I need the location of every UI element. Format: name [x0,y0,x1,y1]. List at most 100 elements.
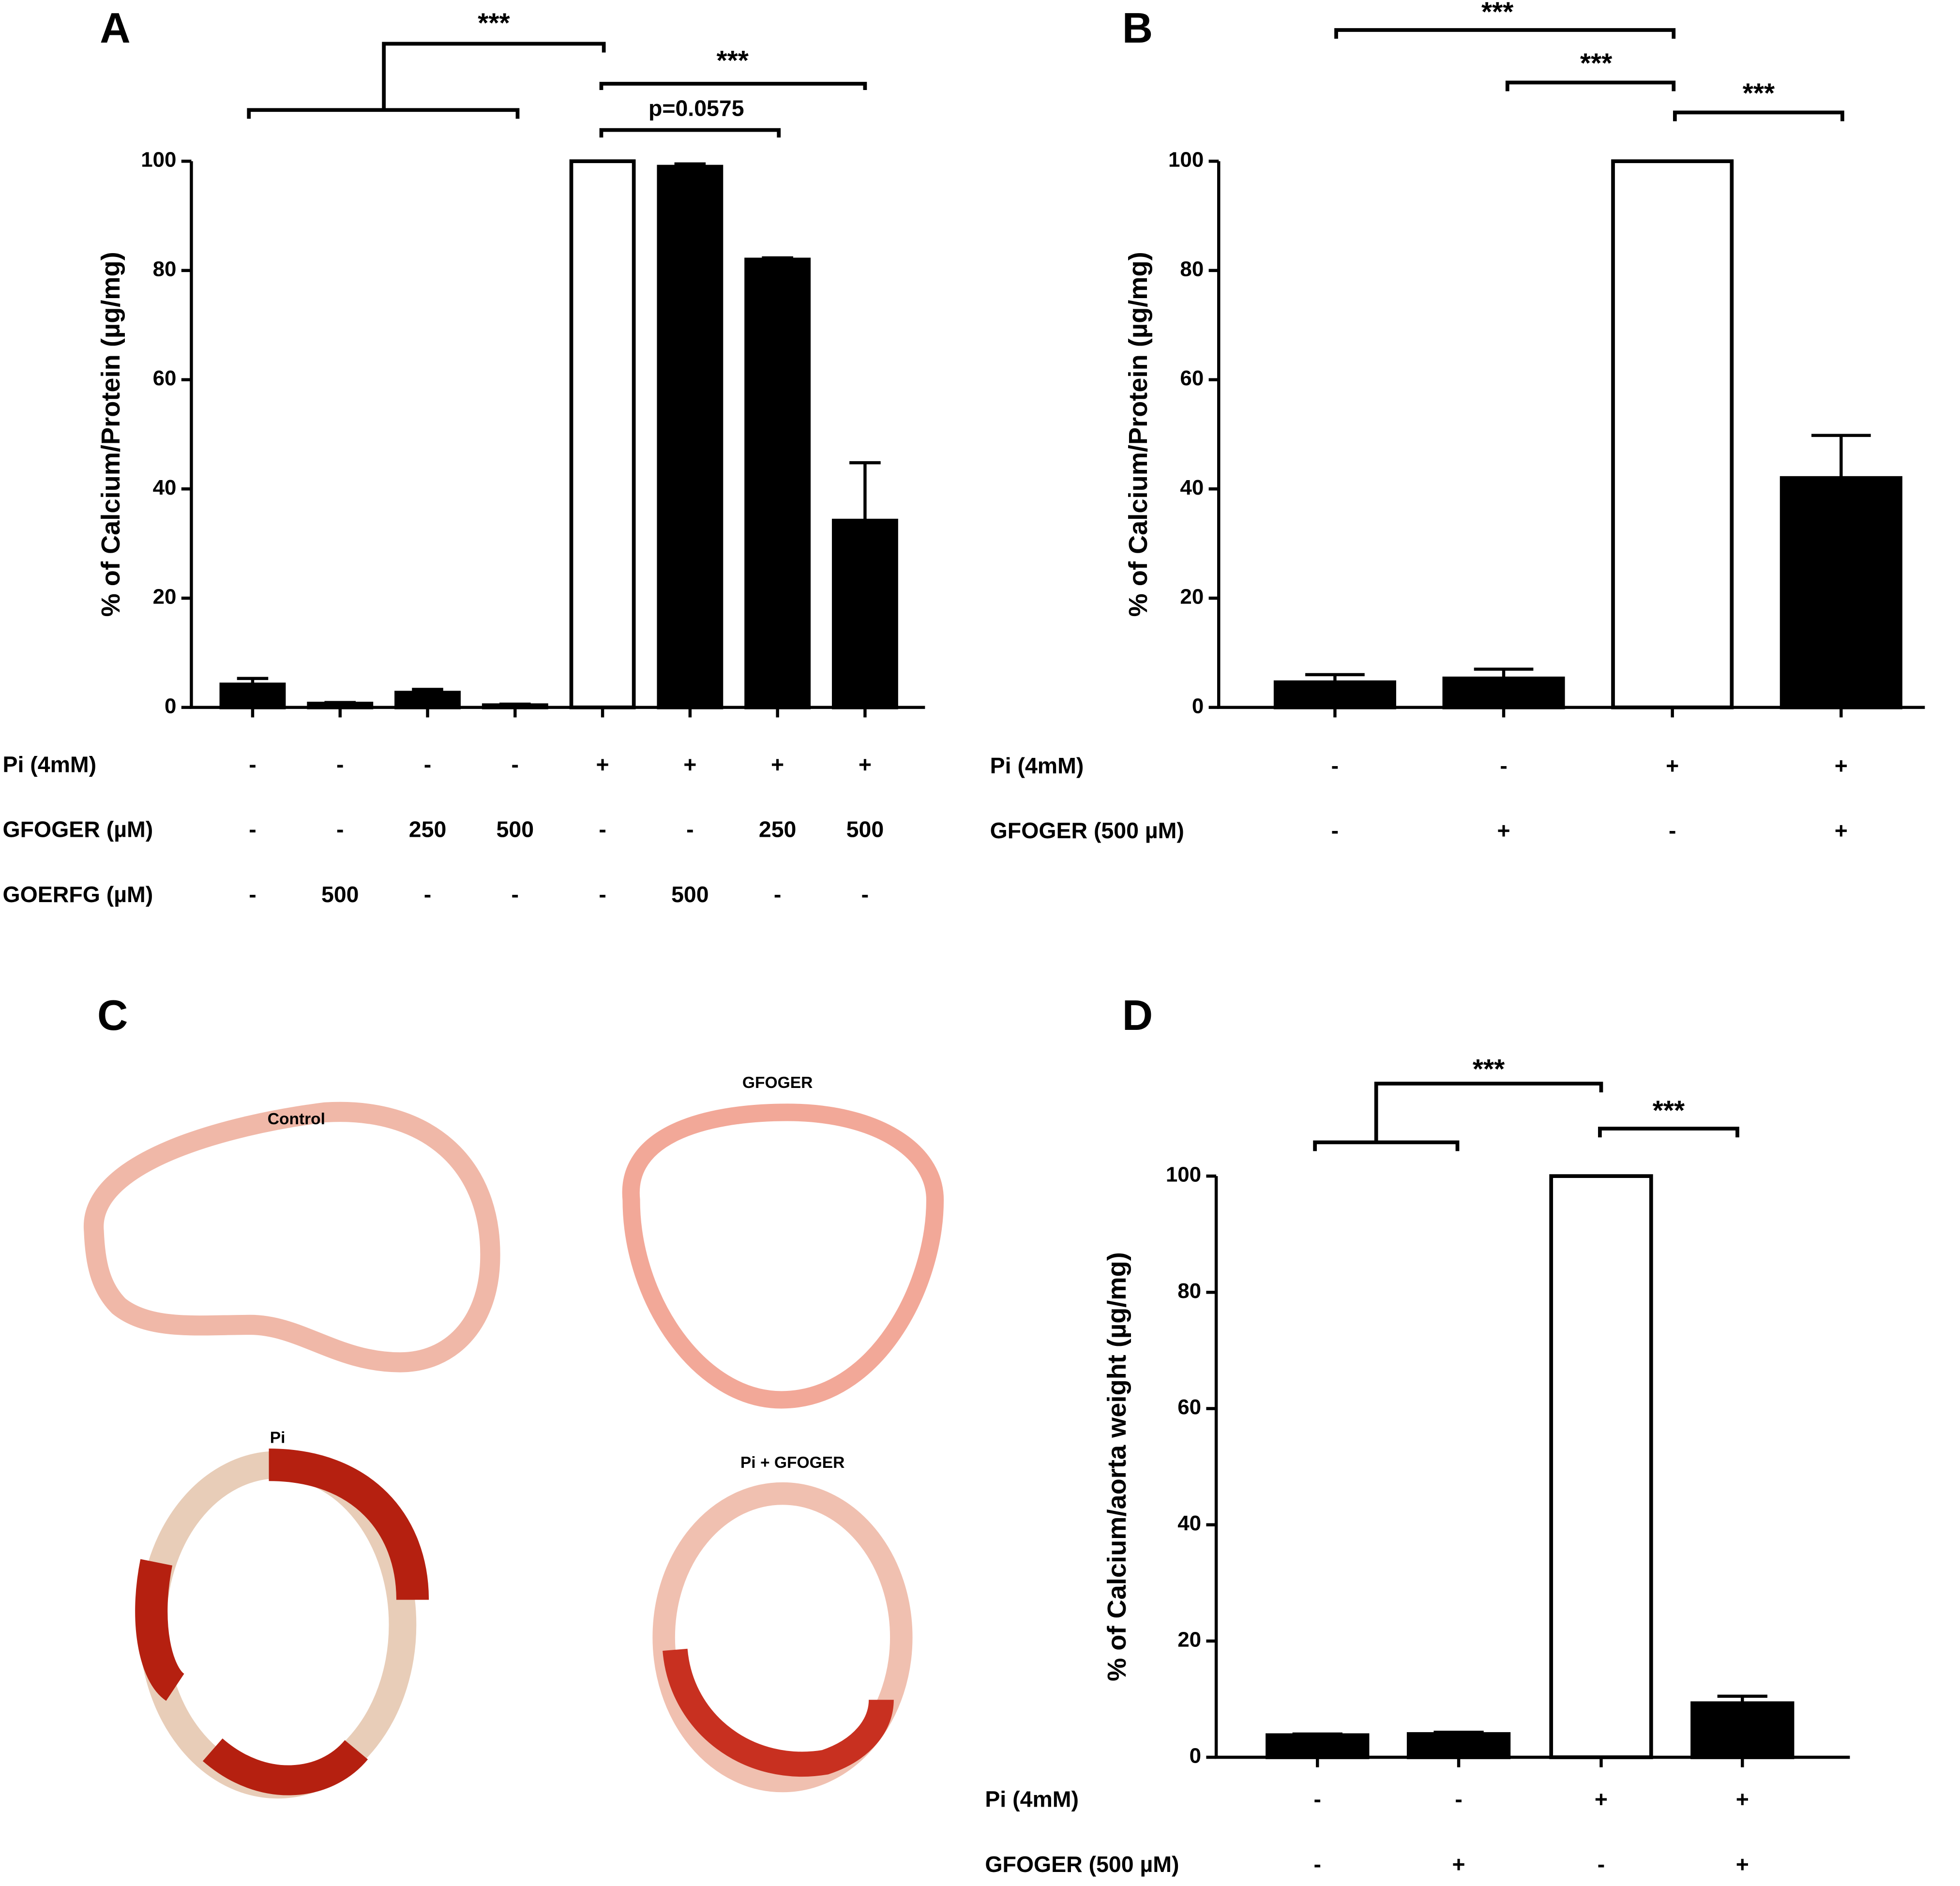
condition-value: + [1835,753,1848,778]
bar [1266,1733,1370,1759]
significance-bracket [247,42,606,119]
bar [569,159,636,709]
bar [1273,680,1396,709]
bar [394,691,461,709]
condition-value: + [1595,1787,1608,1812]
panel-label: C [97,992,128,1039]
significance-label: *** [478,8,510,39]
condition-value: + [1497,818,1510,843]
y-tick-label: 100 [1168,148,1204,172]
significance-label: p=0.0575 [648,96,744,121]
bar [1442,677,1565,709]
control-ring [84,1101,500,1373]
condition-value: - [1669,818,1676,843]
condition-value: + [1452,1852,1465,1877]
condition-value: 500 [671,882,709,907]
condition-name: GFOGER (500 µM) [985,1852,1179,1877]
condition-value: - [599,882,606,907]
y-tick-label: 100 [1166,1163,1201,1187]
pi-calcification [269,1448,429,1600]
y-tick-label: 0 [1190,1744,1201,1768]
pi-gfoger-calcification [663,1648,894,1777]
condition-value: 500 [497,817,534,842]
condition-value: + [771,752,784,777]
bar [307,701,374,709]
significance-bracket [1598,1127,1739,1138]
condition-value: + [596,752,609,777]
condition-value: 250 [759,817,797,842]
y-axis-label: % of Calcium/Protein (µg/mg) [96,252,125,617]
y-tick-label: 40 [1180,476,1204,499]
histology-images [84,1101,944,1799]
condition-value: - [249,817,256,842]
condition-value: - [1500,753,1507,778]
error-bar [1811,434,1871,478]
bar [1690,1701,1794,1759]
condition-value: - [1598,1852,1605,1877]
significance-bracket [599,82,867,90]
condition-value: - [861,882,869,907]
image-label: Pi [270,1429,286,1447]
bar [744,257,811,709]
y-tick-label: 20 [1180,585,1204,609]
condition-value: + [859,752,872,777]
y-tick-label: 40 [153,476,177,499]
image-label: GFOGER [742,1074,813,1092]
condition-name: GFOGER (µM) [2,817,153,842]
pi-calcification [135,1559,185,1701]
y-tick-label: 60 [1177,1395,1201,1419]
y-tick-label: 40 [1177,1511,1201,1535]
y-tick-label: 20 [153,585,177,609]
significance-bracket [1505,80,1676,91]
bar [1549,1174,1653,1759]
condition-value: - [424,882,431,907]
condition-value: - [1455,1787,1462,1812]
condition-value: - [336,817,344,842]
condition-name: Pi (4mM) [990,753,1084,778]
condition-value: - [512,752,519,777]
condition-value: - [686,817,694,842]
bar [831,518,898,709]
condition-name: GOERFG (µM) [2,882,153,907]
significance-label: *** [1580,48,1613,78]
significance-bracket [1313,1082,1603,1151]
panel-label: B [1122,4,1153,52]
y-tick-label: 80 [1177,1279,1201,1303]
axis-line [1214,1176,1850,1759]
condition-value: - [1314,1852,1321,1877]
y-tick-label: 80 [1180,257,1204,281]
image-label: Control [268,1110,325,1128]
condition-name: Pi (4mM) [2,752,96,777]
y-tick-label: 0 [165,694,176,718]
condition-value: + [1736,1787,1749,1812]
condition-name: Pi (4mM) [985,1787,1079,1812]
bar [1406,1732,1511,1759]
bar [1779,476,1902,709]
condition-value: - [1331,818,1339,843]
gfoger-ring [622,1103,944,1409]
condition-value: 500 [846,817,884,842]
condition-value: - [1314,1787,1321,1812]
condition-value: 250 [409,817,447,842]
pi-gfoger-ring [652,1482,913,1793]
y-tick-label: 0 [1192,694,1204,718]
y-tick-label: 100 [141,148,176,172]
condition-value: - [774,882,781,907]
y-tick-label: 60 [153,366,177,390]
condition-value: - [1331,753,1339,778]
condition-value: - [336,752,344,777]
condition-value: - [249,752,256,777]
y-axis-label: % of Calcium/aorta weight (µg/mg) [1102,1252,1131,1681]
condition-value: 500 [321,882,359,907]
bar [219,682,286,709]
significance-label: *** [1473,1054,1505,1085]
significance-bracket [1673,110,1844,121]
bar [1611,159,1734,709]
image-label: Pi + GFOGER [740,1454,844,1472]
panel-label: A [100,4,130,52]
significance-label: *** [1653,1095,1685,1126]
condition-value: + [683,752,696,777]
axis-line [190,161,925,709]
y-axis-label: % of Calcium/Protein (µg/mg) [1124,252,1153,617]
